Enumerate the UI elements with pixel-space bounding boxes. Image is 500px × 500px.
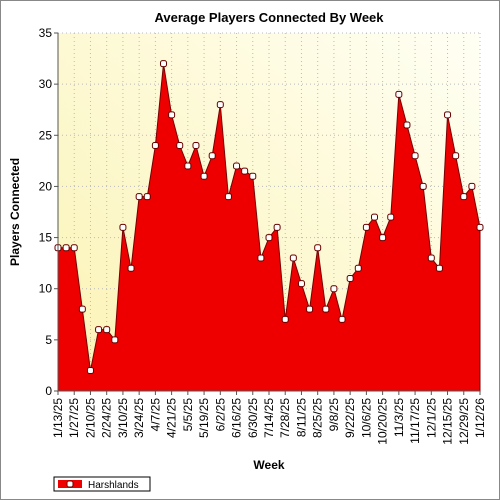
marker [160, 60, 167, 68]
x-tick-label: 11/17/25 [408, 398, 422, 444]
y-tick-label: 10 [39, 282, 53, 296]
marker [346, 274, 354, 282]
y-tick-label: 20 [39, 179, 53, 193]
y-tick-label: 15 [39, 231, 53, 245]
marker [216, 101, 224, 109]
x-tick-label: 5/19/25 [197, 398, 211, 438]
marker [371, 213, 378, 221]
marker [395, 90, 403, 98]
marker [338, 315, 346, 323]
marker [176, 142, 184, 150]
x-tick-label: 8/11/25 [294, 398, 308, 437]
y-tick-label: 30 [39, 77, 53, 91]
marker [257, 254, 265, 262]
marker [330, 285, 338, 293]
marker [200, 172, 208, 180]
x-tick-label: 11/3/25 [392, 398, 406, 437]
marker [419, 182, 427, 190]
y-axis-label: Players Connected [8, 158, 22, 266]
marker [95, 326, 103, 334]
marker [184, 162, 192, 170]
x-tick-label: 12/29/25 [457, 398, 471, 445]
x-tick-label: 12/1/25 [424, 398, 438, 438]
marker [86, 367, 94, 375]
marker [444, 111, 452, 119]
legend-marker [66, 480, 74, 488]
marker [168, 111, 176, 119]
marker [281, 315, 289, 323]
x-tick-label: 3/24/25 [132, 398, 146, 438]
marker [387, 213, 395, 221]
x-tick-label: 6/16/25 [230, 398, 244, 438]
marker [119, 223, 127, 231]
marker [249, 172, 257, 180]
marker [224, 193, 232, 201]
marker [314, 244, 322, 252]
marker [192, 142, 200, 150]
marker [476, 223, 484, 231]
marker [297, 280, 305, 288]
chart-title: Average Players Connected By Week [154, 10, 384, 25]
x-tick-label: 6/30/25 [246, 398, 260, 438]
x-tick-label: 7/14/25 [262, 398, 276, 438]
marker [78, 305, 86, 313]
marker [233, 162, 241, 170]
marker [452, 152, 460, 160]
marker [62, 244, 70, 252]
marker [103, 326, 111, 334]
marker [468, 182, 476, 190]
x-tick-label: 1/27/25 [67, 398, 81, 438]
marker [427, 254, 435, 262]
y-tick-label: 35 [39, 26, 53, 40]
marker [143, 193, 151, 201]
y-tick-label: 5 [45, 333, 52, 347]
x-tick-label: 3/10/25 [116, 398, 130, 438]
y-tick-label: 0 [45, 384, 52, 398]
area [57, 63, 481, 392]
x-tick-label: 4/21/25 [165, 398, 179, 438]
marker [135, 193, 143, 201]
y-tick-label: 25 [39, 128, 53, 142]
marker [379, 234, 387, 242]
x-tick-label: 7/28/25 [278, 398, 292, 438]
marker [322, 305, 330, 313]
marker [273, 223, 281, 231]
x-tick-label: 8/25/25 [311, 398, 325, 438]
marker [151, 142, 159, 150]
marker [403, 121, 411, 129]
marker [306, 305, 314, 313]
x-axis-label: Week [253, 458, 284, 472]
marker [111, 336, 119, 344]
x-tick-label: 1/13/25 [51, 398, 65, 438]
x-tick-label: 10/20/25 [376, 398, 390, 445]
marker [435, 264, 443, 272]
legend-label: Harshlands [88, 480, 139, 491]
marker [411, 152, 419, 160]
marker [289, 254, 297, 262]
x-tick-label: 5/5/25 [181, 398, 195, 432]
marker [354, 264, 362, 272]
x-tick-label: 10/6/25 [359, 398, 373, 438]
x-tick-label: 9/22/25 [343, 398, 357, 438]
marker [127, 264, 135, 272]
marker [208, 152, 216, 160]
x-tick-label: 2/24/25 [100, 398, 114, 438]
x-tick-label: 9/8/25 [327, 398, 341, 432]
x-tick-label: 2/10/25 [83, 398, 97, 438]
marker [241, 167, 249, 175]
marker [460, 193, 468, 201]
marker [70, 244, 78, 252]
x-tick-label: 1/12/26 [473, 398, 487, 438]
x-tick-label: 12/15/25 [441, 398, 455, 445]
x-tick-label: 4/7/25 [148, 398, 162, 432]
marker [265, 234, 273, 242]
x-tick-label: 6/2/25 [213, 398, 227, 432]
marker [362, 223, 370, 231]
